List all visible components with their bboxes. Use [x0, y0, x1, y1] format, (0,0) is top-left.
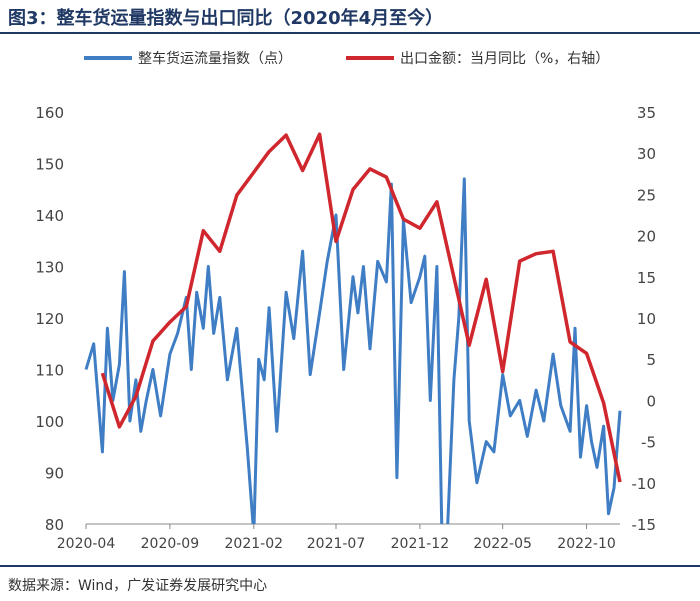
y-left-tick-label: 110 — [35, 362, 64, 380]
chart-svg: 整车货运流量指数（点） 出口金额：当月同比（%，右轴） 8090100110120… — [35, 50, 657, 552]
y-left-tick-label: 90 — [45, 465, 64, 483]
legend-label: 整车货运流量指数（点） — [138, 50, 292, 67]
x-tick-label: 2022-05 — [473, 536, 532, 552]
y-right-tick-label: -10 — [632, 475, 657, 493]
x-tick-label: 2020-04 — [57, 536, 116, 552]
legend-item-freight-index: 整车货运流量指数（点） — [84, 50, 292, 67]
y-right-tick-label: 0 — [646, 392, 656, 410]
y-right-tick-label: -15 — [632, 516, 657, 534]
series-line-export-yoy — [100, 132, 622, 483]
plot-area — [84, 132, 622, 524]
y-left-tick-label: 130 — [35, 259, 64, 277]
y-right-tick-label: 20 — [637, 228, 656, 246]
legend: 整车货运流量指数（点） 出口金额：当月同比（%，右轴） — [84, 50, 609, 67]
chart-title: 图3：整车货运量指数与出口同比（2020年4月至今） — [8, 8, 444, 29]
y-right-tick-label: 30 — [637, 145, 656, 163]
y-axis-right: -15 -10 -5 0 5 10 15 20 25 30 35 — [632, 104, 657, 534]
legend-item-export-yoy: 出口金额：当月同比（%，右轴） — [346, 51, 609, 67]
x-tick-label: 2021-12 — [391, 536, 450, 552]
y-right-tick-label: 25 — [637, 186, 656, 204]
y-right-tick-label: 10 — [637, 310, 656, 328]
y-right-tick-label: 15 — [637, 269, 656, 287]
y-axis-left: 80 90 100 110 120 130 140 150 160 — [35, 104, 64, 534]
y-left-tick-label: 150 — [35, 156, 64, 174]
y-left-tick-label: 120 — [35, 310, 64, 328]
y-right-tick-label: 5 — [646, 351, 656, 369]
x-tick-label: 2020-09 — [141, 536, 200, 552]
y-left-tick-label: 100 — [35, 413, 64, 431]
y-right-tick-label: -5 — [641, 434, 656, 452]
y-left-tick-label: 160 — [35, 104, 64, 122]
y-left-tick-label: 80 — [45, 516, 64, 534]
y-right-tick-label: 35 — [637, 104, 656, 122]
series-line-freight-index — [84, 177, 622, 524]
x-tick-label: 2022-10 — [557, 536, 616, 552]
x-axis: 2020-04 2020-09 2021-02 2021-07 2021-12 2022-… — [57, 523, 620, 552]
x-tick-label: 2021-02 — [225, 536, 284, 552]
legend-label: 出口金额：当月同比（%，右轴） — [400, 51, 609, 67]
source-bar: 数据来源：Wind，广发证券发展研究中心 — [0, 565, 700, 601]
x-tick-label: 2021-07 — [307, 536, 366, 552]
y-left-tick-label: 140 — [35, 207, 64, 225]
chart-title-bar: 图3：整车货运量指数与出口同比（2020年4月至今） — [0, 0, 700, 34]
source-note: 数据来源：Wind，广发证券发展研究中心 — [8, 578, 268, 594]
